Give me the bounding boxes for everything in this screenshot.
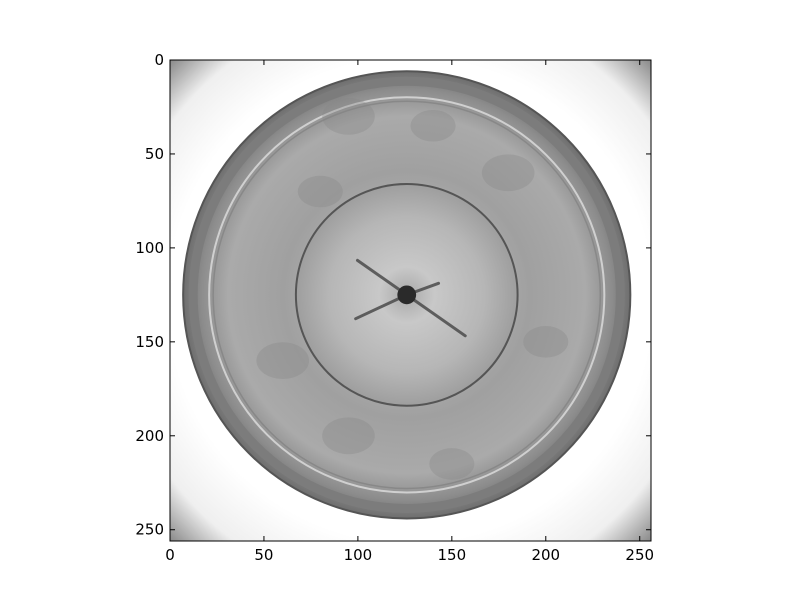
y-tick-label: 200 (135, 427, 164, 445)
disc-groove-ring-2 (212, 100, 602, 490)
x-tick-label: 0 (165, 546, 175, 564)
x-tick-label: 250 (625, 546, 654, 564)
hub (397, 285, 417, 305)
disc-groove-ring (208, 96, 606, 494)
axes-frame (169, 59, 652, 542)
texture-blotch (410, 109, 456, 142)
x-tick-label: 100 (344, 546, 373, 564)
texture-blotch (322, 97, 375, 135)
y-tick-label: 250 (135, 521, 164, 539)
texture-blotch (523, 326, 569, 358)
x-tick-label: 50 (254, 546, 273, 564)
y-tick-label: 50 (145, 145, 164, 163)
y-tick-label: 0 (154, 51, 164, 69)
texture-blotch (297, 175, 343, 208)
x-axis: 0 50 100 150 200 250 (165, 60, 654, 564)
x-tick-label: 200 (531, 546, 560, 564)
y-tick-label: 100 (135, 239, 164, 257)
y-tick-label: 150 (135, 333, 164, 351)
y-axis: 0 50 100 150 200 250 (135, 51, 651, 539)
texture-blotch (429, 448, 475, 480)
x-tick-label: 150 (438, 546, 467, 564)
spoke (405, 293, 467, 338)
disc-rim-ring (188, 76, 625, 513)
texture-blotch (322, 417, 375, 455)
spoke (354, 293, 409, 321)
image-layer (170, 60, 651, 541)
texture-blotch (256, 342, 310, 380)
spoke (355, 258, 409, 297)
texture-blotch (481, 154, 535, 192)
